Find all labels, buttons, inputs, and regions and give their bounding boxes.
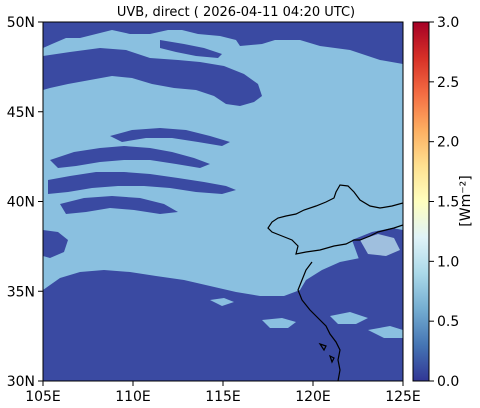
- cloud-band-wave: [110, 128, 230, 146]
- x-tick-label: 115E: [205, 389, 241, 405]
- cloud-band-mid-1: [50, 146, 210, 168]
- colorbar-tick-label: 3.0: [437, 15, 459, 31]
- cloud-region-north: [43, 48, 262, 106]
- cloud-region-west: [43, 230, 68, 258]
- chart-title: UVB, direct ( 2026-04-11 04:20 UTC): [117, 5, 355, 20]
- cloud-band-mid-2: [48, 172, 236, 194]
- x-axis: 105E 110E 115E 120E 125E: [25, 381, 421, 405]
- colorbar-tick-label: 2.0: [437, 135, 459, 151]
- clear-patch-2: [330, 312, 368, 324]
- colorbar-tick-label: 2.5: [437, 75, 459, 91]
- coastline-islands: [318, 342, 335, 364]
- colorbar-ticks: 0.0 0.5 1.0 1.5 2.0 2.5 3.0: [429, 15, 459, 390]
- x-tick-label: 125E: [385, 389, 421, 405]
- colorbar: 0.0 0.5 1.0 1.5 2.0 2.5 3.0 [Wm⁻²]: [412, 15, 474, 390]
- clear-patches: [210, 298, 403, 338]
- y-tick-label: 30N: [7, 374, 35, 390]
- clear-patch-4: [210, 298, 234, 306]
- y-tick-label: 40N: [7, 195, 35, 211]
- colorbar-tick-label: 1.0: [437, 254, 459, 270]
- coastline-jiangsu: [297, 261, 341, 381]
- colorbar-gradient: [412, 21, 430, 382]
- x-tick-label: 110E: [115, 389, 151, 405]
- cloud-region-top: [43, 22, 403, 64]
- cloud-region-south: [43, 248, 403, 381]
- clear-patch-1: [262, 318, 296, 328]
- coastline: [267, 184, 403, 381]
- colorbar-tick-label: 0.5: [437, 314, 459, 330]
- cloud-region-nw-band: [160, 40, 222, 58]
- colorbar-tick-label: 0.0: [437, 374, 459, 390]
- y-tick-label: 35N: [7, 284, 35, 300]
- colorbar-tick-label: 1.5: [437, 195, 459, 211]
- x-tick-label: 120E: [295, 389, 331, 405]
- bright-patch: [360, 234, 400, 256]
- y-tick-label: 45N: [7, 105, 35, 121]
- colorbar-label: [Wm⁻²]: [458, 175, 474, 226]
- clear-patch-3: [368, 326, 403, 338]
- y-tick-label: 50N: [7, 15, 35, 31]
- cloud-band-mid-3: [60, 196, 178, 214]
- coastline-liaodong: [267, 184, 403, 255]
- map-panel: [43, 22, 403, 381]
- y-axis: 30N 35N 40N 45N 50N: [7, 15, 43, 390]
- x-tick-label: 105E: [25, 389, 61, 405]
